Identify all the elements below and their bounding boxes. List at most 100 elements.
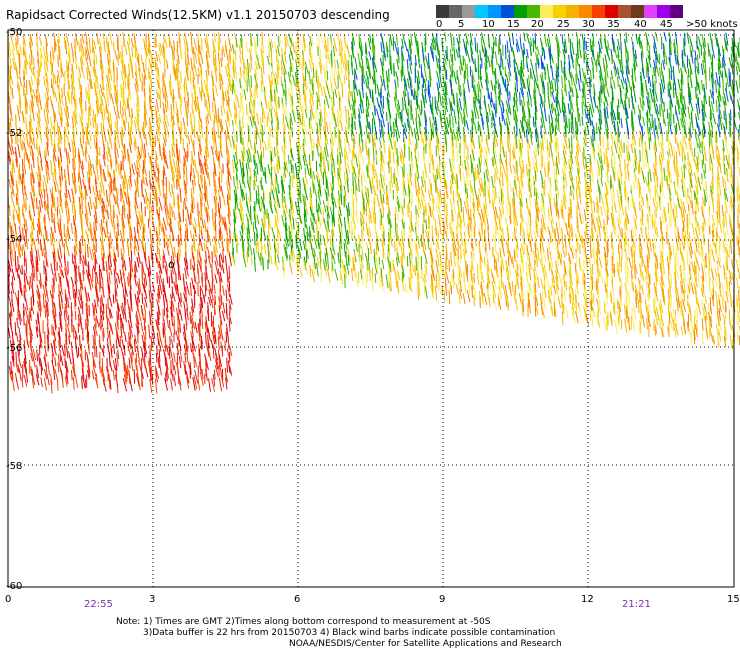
- wind-barb: [669, 171, 673, 184]
- wind-barb: [176, 108, 180, 123]
- wind-barb: [352, 99, 356, 115]
- wind-barb: [422, 212, 426, 223]
- wind-barb: [297, 139, 302, 151]
- wind-barb: [129, 176, 133, 187]
- wind-barb: [177, 54, 180, 65]
- wind-barb: [250, 108, 254, 123]
- wind-barb: [625, 46, 627, 61]
- wind-barb: [403, 184, 407, 196]
- wind-barb: [352, 202, 355, 218]
- wind-barb: [304, 173, 308, 185]
- wind-barb: [98, 89, 101, 101]
- wind-barb: [276, 151, 280, 167]
- wind-barb: [688, 62, 693, 75]
- wind-barb: [491, 97, 495, 110]
- wind-barb: [32, 57, 35, 70]
- wind-barb: [298, 192, 302, 204]
- wind-barb: [730, 82, 734, 97]
- wind-barb: [410, 99, 413, 113]
- wind-barb: [369, 181, 373, 194]
- wind-barb: [542, 214, 545, 230]
- wind-barb: [473, 175, 476, 189]
- wind-barb: [530, 58, 535, 73]
- wind-barb: [308, 58, 312, 72]
- wind-barb: [45, 37, 48, 47]
- wind-barb: [389, 180, 391, 194]
- wind-barb: [163, 137, 167, 147]
- wind-barb: [401, 166, 405, 178]
- wind-barb: [123, 145, 126, 155]
- wind-barb: [365, 223, 369, 236]
- wind-barb: [241, 150, 245, 162]
- wind-barb: [646, 121, 649, 132]
- wind-barb: [334, 126, 337, 138]
- wind-barb: [255, 61, 258, 71]
- wind-barb: [725, 41, 728, 52]
- wind-barb: [74, 104, 78, 119]
- wind-barb: [439, 92, 442, 106]
- wind-barb: [660, 97, 663, 111]
- wind-barb: [140, 54, 143, 65]
- wind-barb: [481, 131, 483, 143]
- wind-barb: [617, 128, 620, 143]
- wind-barb: [555, 222, 559, 236]
- wind-barb: [351, 104, 355, 119]
- wind-barb: [532, 37, 535, 53]
- wind-barb: [668, 44, 672, 56]
- wind-barb: [540, 55, 543, 70]
- wind-barb: [389, 138, 393, 150]
- wind-barb: [194, 51, 198, 64]
- wind-barb: [463, 74, 466, 85]
- wind-barb: [168, 80, 172, 92]
- wind-barb: [57, 33, 61, 44]
- wind-barb: [501, 162, 506, 174]
- wind-barb: [575, 68, 579, 81]
- wind-barb: [480, 143, 484, 153]
- wind-barb: [144, 113, 148, 126]
- wind-barb: [463, 44, 468, 56]
- wind-barb: [675, 109, 679, 120]
- wind-barb: [341, 82, 344, 98]
- wind-barb: [200, 159, 202, 174]
- wind-barb: [176, 179, 178, 190]
- wind-barb: [35, 127, 39, 139]
- wind-barb: [172, 135, 175, 145]
- wind-barb: [106, 53, 110, 67]
- wind-barb: [325, 133, 329, 145]
- wind-barb: [133, 226, 137, 242]
- wind-barb: [346, 44, 351, 58]
- wind-barb: [680, 118, 684, 128]
- wind-barb: [631, 193, 633, 203]
- wind-barb: [152, 143, 154, 155]
- wind-barb: [269, 41, 272, 53]
- wind-barb: [570, 151, 574, 164]
- wind-barb: [324, 117, 326, 132]
- wind-barb: [337, 190, 341, 202]
- wind-barb: [515, 62, 520, 76]
- wind-barb: [247, 141, 250, 157]
- wind-barb: [296, 226, 300, 240]
- wind-barb: [325, 95, 330, 109]
- wind-barb: [707, 43, 710, 57]
- wind-barb: [367, 37, 372, 50]
- wind-barb: [404, 103, 409, 117]
- wind-barb: [409, 40, 412, 55]
- wind-barb: [94, 219, 97, 231]
- wind-barb: [197, 67, 200, 77]
- wind-barb: [600, 85, 603, 95]
- wind-barb: [309, 187, 312, 199]
- wind-barb: [326, 221, 330, 233]
- wind-barb: [350, 129, 353, 142]
- wind-barb: [631, 75, 636, 89]
- wind-barb: [317, 134, 320, 147]
- wind-barb: [284, 217, 288, 232]
- wind-barb: [682, 58, 686, 73]
- wind-barb: [353, 79, 355, 90]
- wind-barb: [590, 45, 594, 58]
- wind-barb: [577, 172, 581, 185]
- wind-barb: [46, 49, 49, 63]
- wind-barb: [514, 138, 517, 150]
- wind-barb: [679, 92, 682, 104]
- wind-barb: [669, 50, 671, 64]
- wind-barb: [435, 227, 438, 237]
